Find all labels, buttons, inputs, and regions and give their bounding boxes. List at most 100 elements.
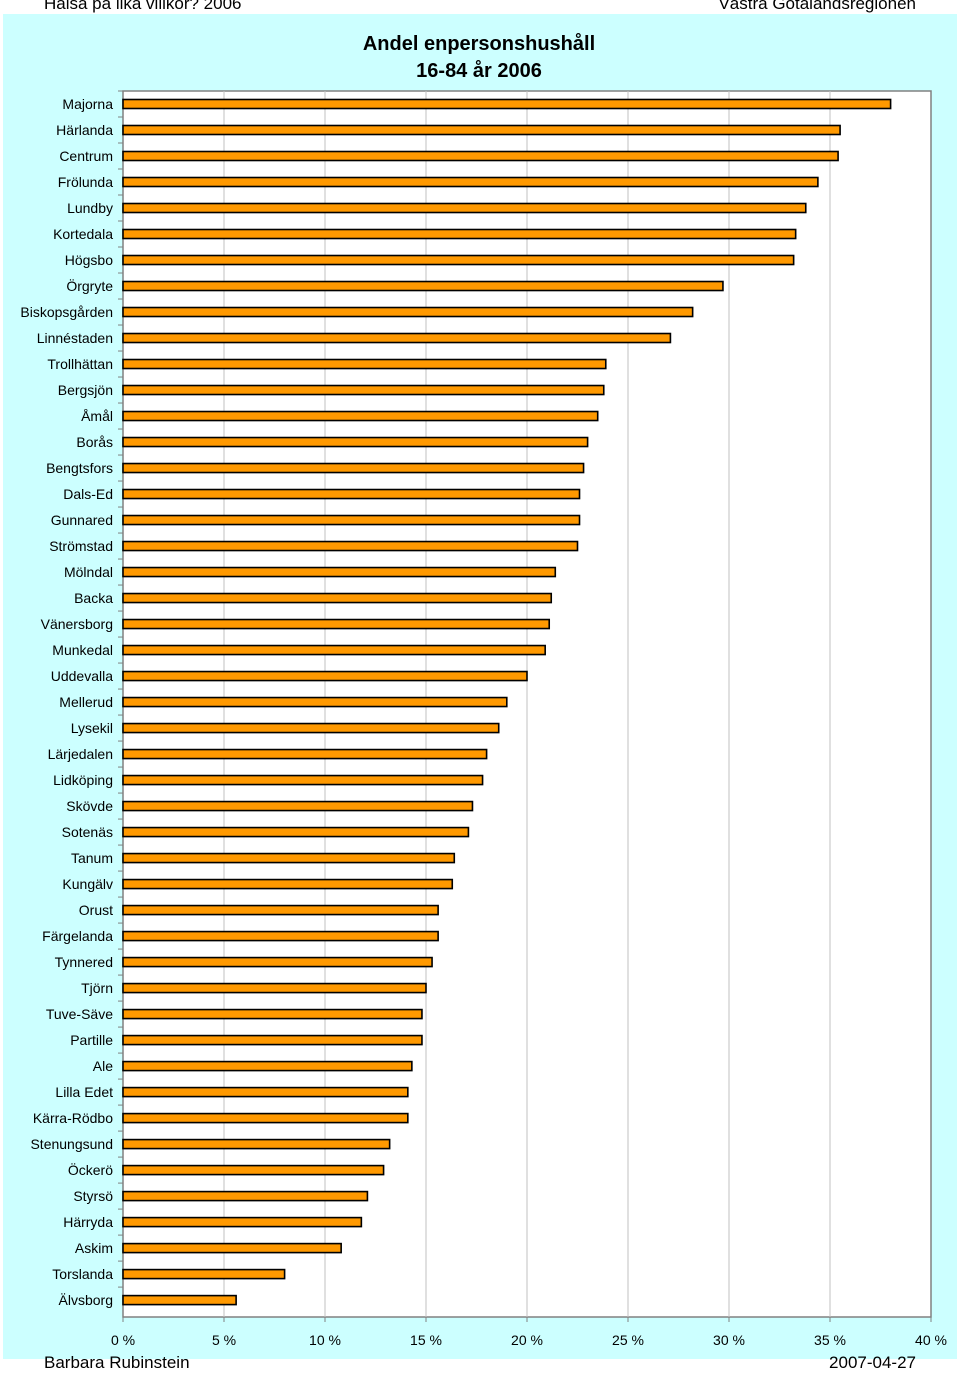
category-label: Mölndal (64, 564, 113, 580)
category-labels: Majorna Härlanda Centrum Frölunda Lundby Kort… (20, 90, 123, 1308)
bar (122, 384, 605, 396)
category-label: Askim (75, 1240, 113, 1256)
category-label: Åmål (81, 408, 113, 424)
category-label: Sotenäs (62, 824, 113, 840)
category-label: Lundby (67, 200, 113, 216)
category-label: Strömstad (49, 538, 113, 554)
bar (122, 1138, 391, 1150)
bar (122, 592, 553, 604)
category-label: Öckerö (68, 1161, 113, 1178)
x-tick-label: 15 % (410, 1332, 442, 1348)
x-axis-ticks: 0 % 5 % 10 % 15 % 20 % 25 % 30 % 35 % 40 % (111, 1317, 947, 1348)
category-label: Örgryte (66, 277, 113, 294)
bar (122, 176, 819, 188)
bar (122, 878, 454, 890)
header-left-title: Hälsa på lika villkor? 2006 (44, 0, 242, 13)
x-tick-label: 20 % (511, 1332, 543, 1348)
category-label: Lärjedalen (48, 746, 113, 762)
x-tick-label: 5 % (212, 1332, 236, 1348)
category-label: Lidköping (53, 772, 113, 788)
x-tick-label: 10 % (309, 1332, 341, 1348)
bar (122, 956, 433, 968)
x-tick-label: 0 % (111, 1332, 135, 1348)
category-label: Ale (93, 1058, 113, 1074)
category-label: Munkedal (52, 642, 113, 658)
bar (122, 1034, 423, 1046)
category-label: Kungälv (62, 876, 113, 892)
category-label: Centrum (59, 148, 113, 164)
bar (122, 748, 488, 760)
category-label: Lysekil (71, 720, 113, 736)
category-label: Biskopsgården (20, 304, 113, 320)
bar (122, 670, 528, 682)
category-label: Mellerud (59, 694, 113, 710)
category-label: Färgelanda (42, 928, 113, 944)
bar (122, 1216, 363, 1228)
bar (122, 228, 797, 240)
category-label: Lilla Edet (55, 1084, 113, 1100)
bar (122, 826, 470, 838)
bar (122, 930, 439, 942)
bar (122, 1008, 423, 1020)
bar (122, 514, 581, 526)
category-label: Tjörn (81, 980, 113, 996)
x-tick-label: 40 % (915, 1332, 947, 1348)
chart-subtitle: 16-84 år 2006 (416, 59, 542, 82)
bar (122, 1190, 369, 1202)
bar (122, 1086, 409, 1098)
category-label: Backa (74, 590, 113, 606)
bar (122, 124, 841, 136)
category-label: Tynnered (55, 954, 113, 970)
gridlines (223, 91, 831, 1317)
bar (122, 618, 551, 630)
category-label: Vänersborg (41, 616, 113, 632)
bar (122, 358, 607, 370)
bar (122, 904, 439, 916)
bar (122, 462, 585, 474)
x-tick-label: 25 % (612, 1332, 644, 1348)
category-label: Partille (70, 1032, 113, 1048)
category-label: Bengtsfors (46, 460, 113, 476)
category-label: Kärra-Rödbo (33, 1110, 113, 1126)
header-right-title: Västra Götalandsregionen (718, 0, 916, 13)
bar (122, 488, 581, 500)
category-label: Borås (76, 434, 113, 450)
footer-date: 2007-04-27 (829, 1353, 916, 1372)
bar (122, 254, 795, 266)
chart-title: Andel enpersonshushåll (363, 32, 595, 55)
bar (122, 1268, 286, 1280)
bar (122, 982, 427, 994)
category-label: Härlanda (56, 122, 113, 138)
chart-panel: Andel enpersonshushåll 16-84 år 2006 Maj… (3, 14, 957, 1359)
category-label: Tuve-Säve (46, 1006, 113, 1022)
bar (122, 202, 807, 214)
bar (122, 722, 500, 734)
bar (122, 774, 484, 786)
category-label: Linnéstaden (37, 330, 113, 346)
category-label: Orust (79, 902, 113, 918)
category-label: Härryda (63, 1214, 113, 1230)
bar (122, 98, 892, 110)
bar (122, 1060, 413, 1072)
bar-chart: Andel enpersonshushåll 16-84 år 2006 Maj… (20, 32, 947, 1348)
category-label: Trollhättan (47, 356, 113, 372)
bar (122, 306, 694, 318)
bar (122, 410, 599, 422)
bar (122, 566, 557, 578)
x-tick-label: 35 % (814, 1332, 846, 1348)
category-label: Uddevalla (51, 668, 113, 684)
bar (122, 644, 546, 656)
bar (122, 150, 839, 162)
category-label: Frölunda (58, 174, 113, 190)
category-label: Stenungsund (30, 1136, 113, 1152)
x-tick-label: 30 % (713, 1332, 745, 1348)
bar (122, 1112, 409, 1124)
bar (122, 280, 724, 292)
footer-author: Barbara Rubinstein (44, 1353, 190, 1372)
category-label: Majorna (62, 96, 113, 112)
category-label: Skövde (66, 798, 113, 814)
bar (122, 1242, 342, 1254)
bar (122, 1294, 237, 1306)
bar (122, 436, 589, 448)
category-label: Torslanda (52, 1266, 113, 1282)
